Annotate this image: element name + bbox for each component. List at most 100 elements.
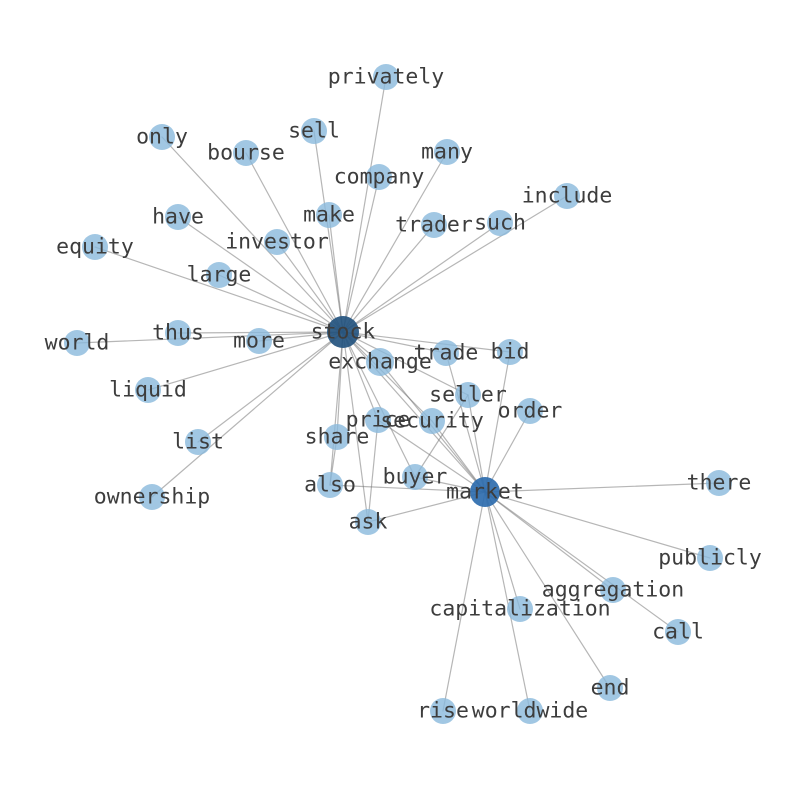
label-privately: privately [328,65,445,90]
edge-market-ask [367,491,486,523]
edge-stock-company [342,176,380,333]
node-capitalization [507,596,533,622]
label-company: company [334,165,425,190]
node-share [324,424,350,450]
node-many [434,139,460,165]
label-stock: stock [311,320,376,345]
edge-market-call [484,491,679,633]
node-have [165,204,191,230]
label-have: have [152,205,204,230]
node-large [206,262,232,288]
label-aggregation: aggregation [542,578,684,603]
node-there [706,470,732,496]
node-call [665,619,691,645]
label-trader: trader [395,213,473,238]
edge-stock-seller [342,331,469,396]
nodes-layer [64,64,732,724]
label-order: order [498,399,563,424]
node-exchange [366,348,394,376]
label-include: include [522,184,613,209]
label-seller: seller [429,383,507,408]
node-privately [373,64,399,90]
edge-stock-list [197,331,344,443]
edge-stock-trader [342,224,435,333]
node-company [366,164,392,190]
node-seller [455,382,481,408]
edge-stock-world [76,331,344,344]
label-share: share [305,425,370,450]
label-bid: bid [491,340,530,365]
edge-stock-many [342,151,448,333]
label-equity: equity [56,235,134,260]
node-worldwide [517,698,543,724]
node-security [419,408,445,434]
edge-market-bid [484,351,511,493]
node-equity [82,234,108,260]
label-ask: ask [349,510,388,535]
edge-stock-investor [276,241,344,333]
node-list [185,429,211,455]
label-thus: thus [152,321,204,346]
node-only [149,124,175,150]
node-bourse [233,140,259,166]
edge-stock-equity [94,246,344,333]
label-ownership: ownership [94,485,211,510]
label-such: such [474,211,526,236]
edge-market-seller [467,394,486,493]
edge-stock-ownership [151,331,344,498]
edge-stock-include [342,195,568,333]
node-rise [430,698,456,724]
edge-market-aggregation [484,491,614,591]
label-capitalization: capitalization [429,597,610,622]
node-market [470,477,500,507]
edge-market-worldwide [484,491,531,712]
label-market: market [446,480,524,505]
edge-price-ask [367,419,379,523]
label-make: make [303,203,355,228]
node-end [597,675,623,701]
edge-stock-also [329,331,344,486]
edge-market-also [329,484,486,493]
edge-stock-ask [342,331,369,523]
node-make [316,202,342,228]
label-liquid: liquid [109,378,187,403]
node-investor [264,229,290,255]
edge-stock-security [342,331,433,422]
node-stock [327,316,359,348]
node-include [554,183,580,209]
label-also: also [304,473,356,498]
node-trade [433,340,459,366]
edge-market-there [484,482,720,493]
edge-market-end [484,491,611,689]
label-list: list [172,430,224,455]
node-order [517,398,543,424]
label-exchange: exchange [328,350,432,375]
node-ask [355,509,381,535]
edge-stock-have [177,216,344,333]
edge-market-capitalization [484,491,521,610]
node-more [246,328,272,354]
edge-stock-make [328,214,344,333]
label-large: large [187,263,252,288]
label-buyer: buyer [383,465,448,490]
label-many: many [421,140,473,165]
node-such [487,210,513,236]
edge-stock-bid [342,331,511,353]
node-buyer [402,464,428,490]
label-rise: rise [417,699,469,724]
edge-stock-trade [342,331,447,354]
label-sell: sell [288,119,340,144]
node-publicly [697,545,723,571]
node-price [365,407,391,433]
node-aggregation [600,577,626,603]
label-world: world [45,331,110,356]
edge-stock-buyer [342,331,416,478]
edge-seller-buyer [414,394,469,478]
label-bourse: bourse [207,141,285,166]
label-investor: investor [225,230,329,255]
label-there: there [687,471,752,496]
label-security: security [380,409,484,434]
